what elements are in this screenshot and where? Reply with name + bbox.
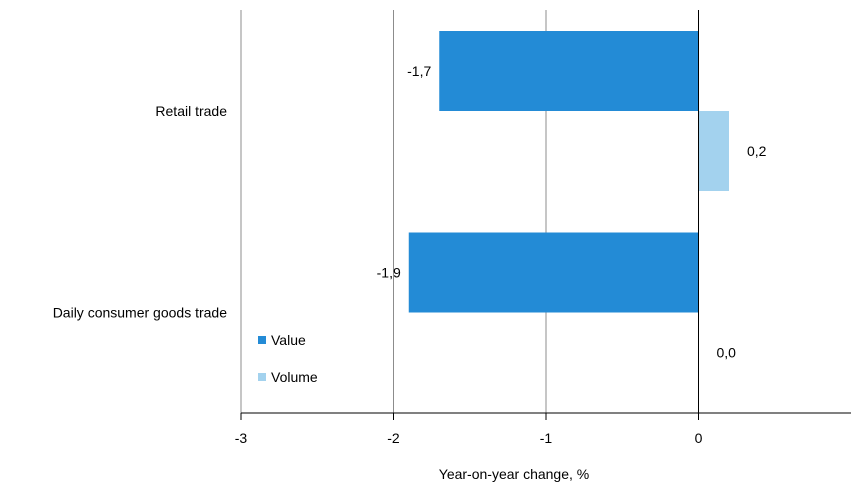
data-label: -1,7 bbox=[407, 63, 431, 79]
legend-label: Value bbox=[271, 332, 306, 348]
data-labels: -1,7 0,2 -1,9 0,0 bbox=[377, 63, 767, 361]
bar bbox=[439, 31, 699, 111]
bars bbox=[408, 31, 729, 313]
bar bbox=[408, 232, 699, 313]
data-label: -1,9 bbox=[377, 265, 401, 281]
data-label: 0,2 bbox=[747, 143, 767, 159]
tick-label: -2 bbox=[387, 430, 400, 446]
bar bbox=[698, 111, 729, 191]
legend: Value Volume bbox=[258, 332, 318, 385]
category-label: Retail trade bbox=[155, 103, 227, 119]
legend-swatch bbox=[258, 336, 266, 344]
data-label: 0,0 bbox=[717, 345, 737, 361]
tick-label: -3 bbox=[235, 430, 248, 446]
category-label: Daily consumer goods trade bbox=[53, 304, 228, 320]
tick-label: 0 bbox=[695, 430, 703, 446]
x-axis-ticks: -3 -2 -1 0 bbox=[235, 413, 703, 446]
category-labels: Retail trade Daily consumer goods trade bbox=[53, 103, 228, 321]
tick-label: -1 bbox=[540, 430, 553, 446]
x-axis-title: Year-on-year change, % bbox=[439, 466, 589, 482]
legend-label: Volume bbox=[271, 369, 318, 385]
legend-swatch bbox=[258, 373, 266, 381]
